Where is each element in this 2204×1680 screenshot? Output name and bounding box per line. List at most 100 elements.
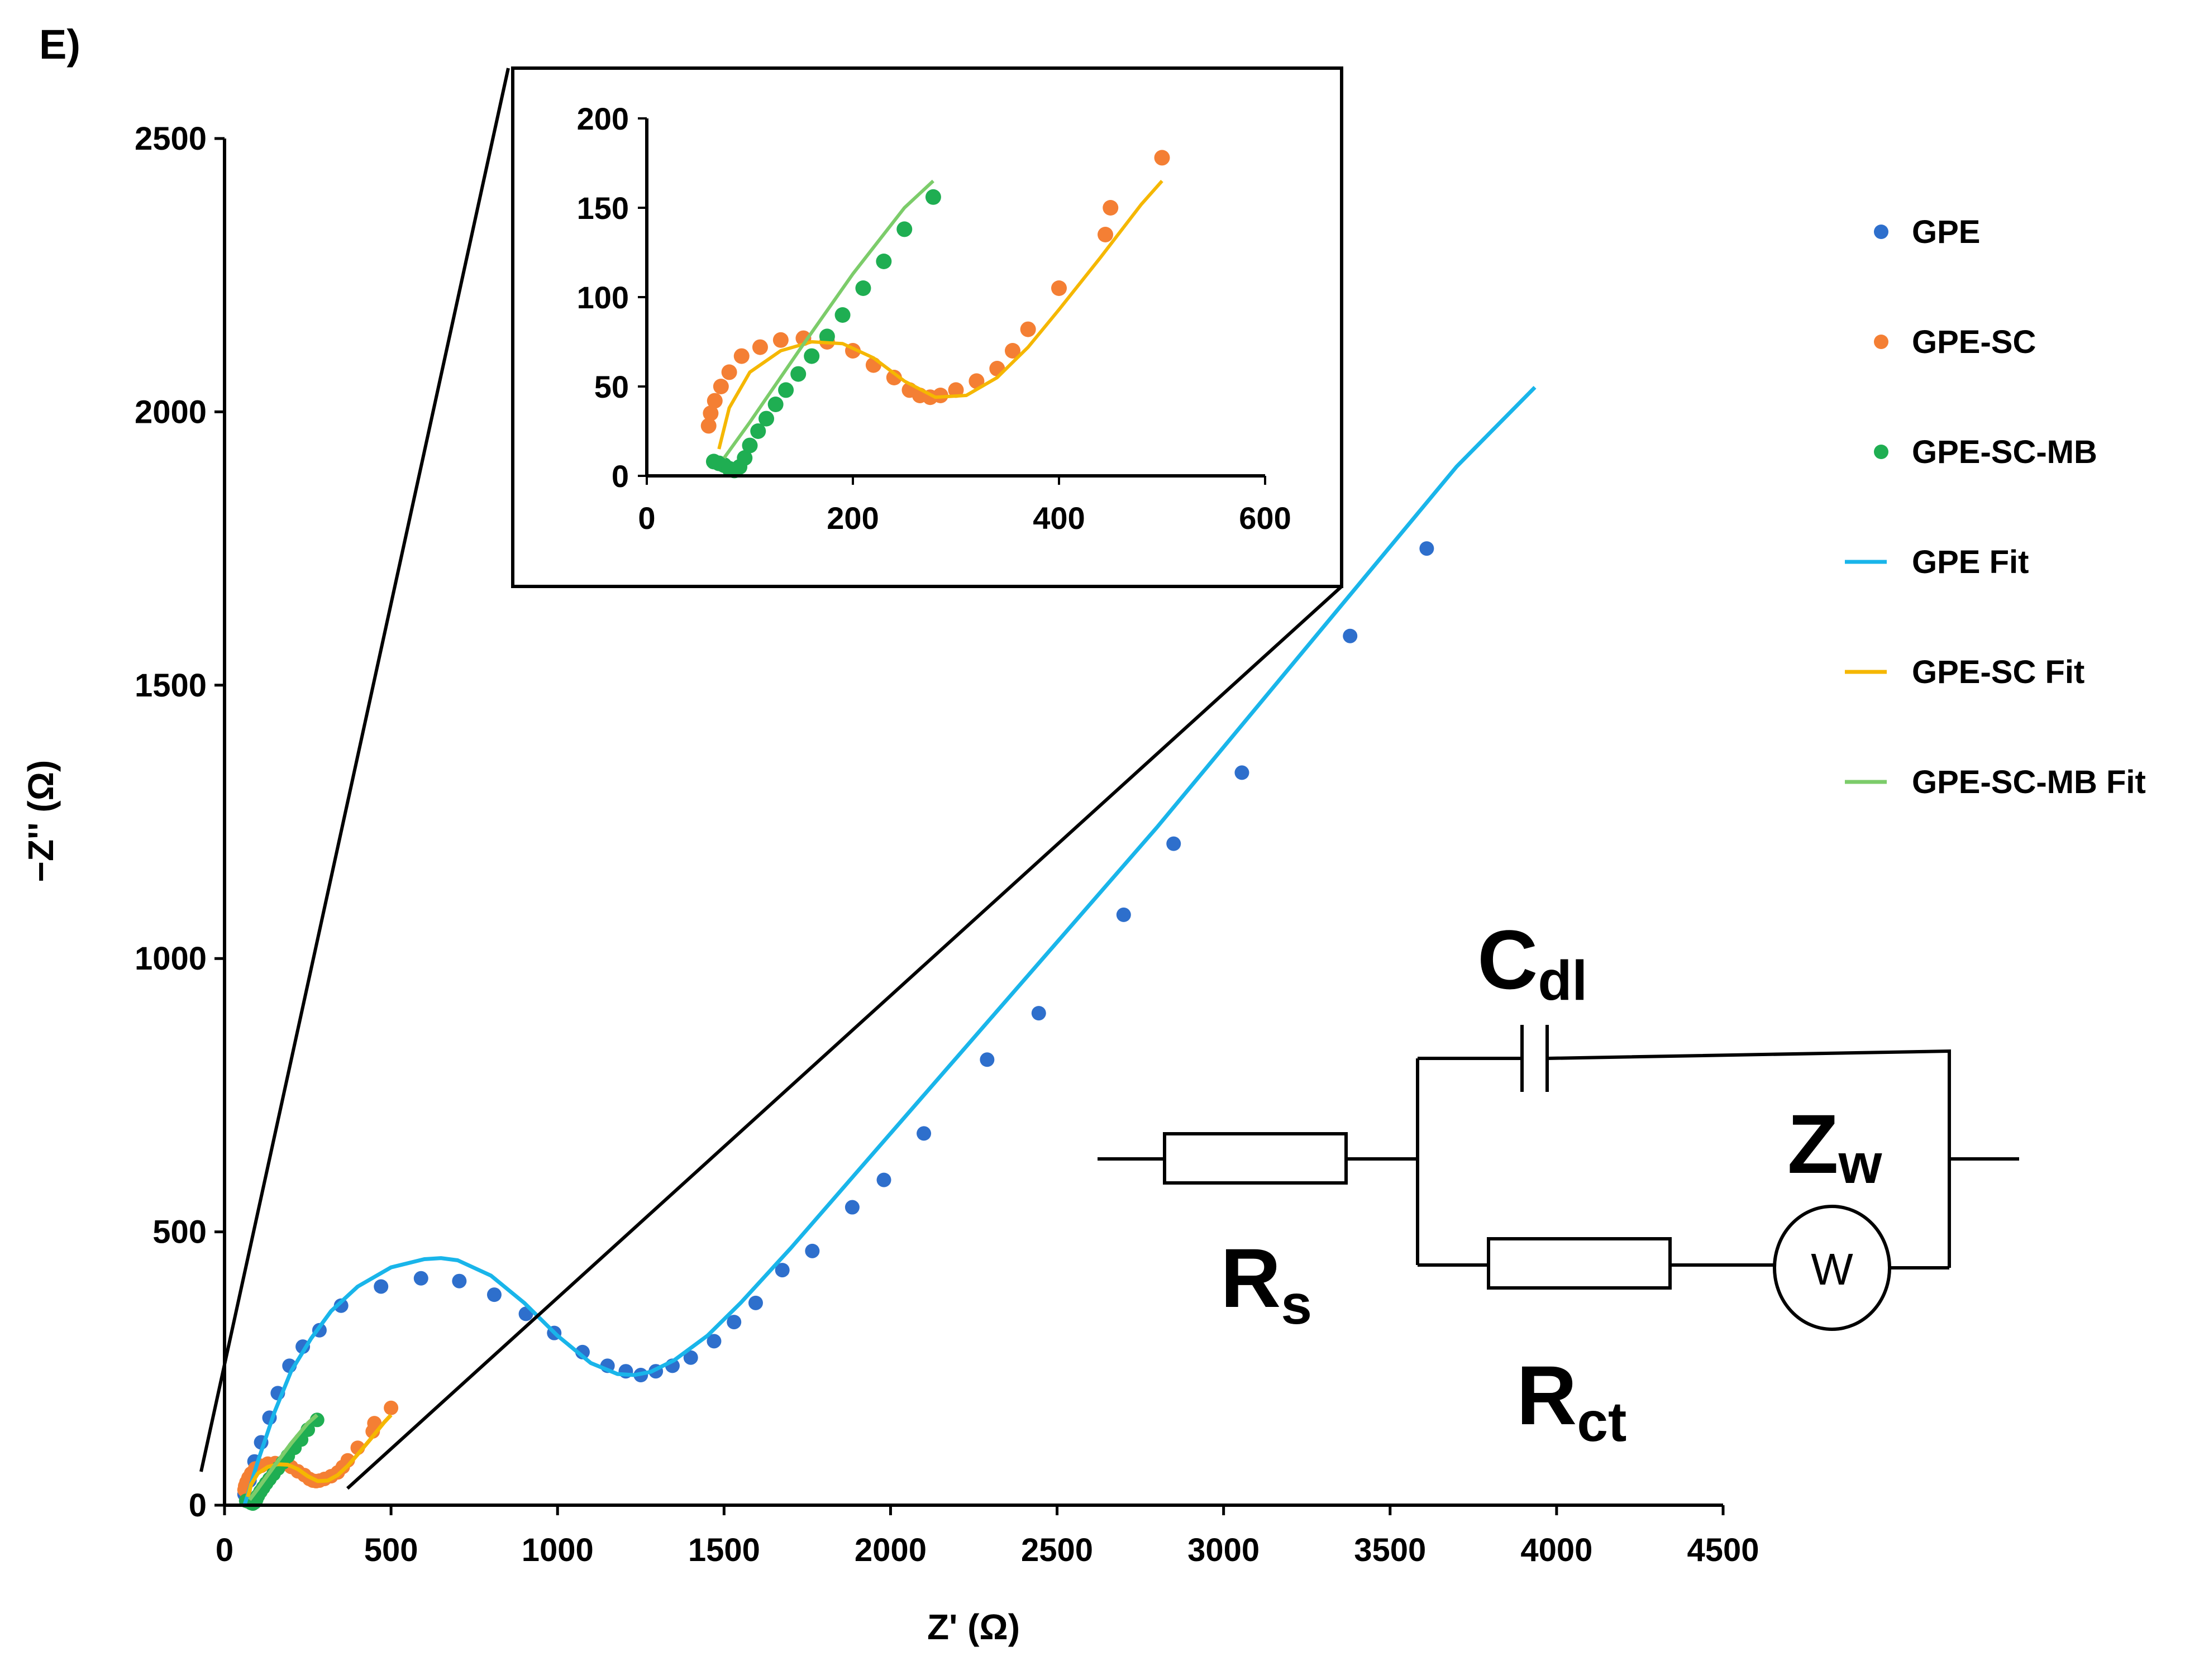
rct-label-sub: ct <box>1577 1391 1626 1453</box>
inset-y-tick-label: 0 <box>612 459 629 494</box>
gpe-point <box>413 1271 428 1286</box>
gpe-point <box>707 1334 722 1349</box>
inset-gpe-sc-mb-point <box>790 366 807 382</box>
y-tick-label: 1500 <box>135 667 207 704</box>
gpe-point <box>845 1200 860 1215</box>
gpe-sc-mb-fit-line <box>247 1413 319 1501</box>
x-tick-label: 2000 <box>855 1532 927 1568</box>
legend: GPE GPE-SC GPE-SC-MB GPE Fit GPE-SC Fit GPE-S… <box>1845 214 2146 800</box>
inset-gpe-sc-mb-point <box>876 254 892 269</box>
gpe-sc-fit-line <box>246 1414 393 1498</box>
inset-gpe-sc-mb-point <box>758 411 775 427</box>
gpe-point <box>1166 836 1181 851</box>
x-tick-label: 0 <box>216 1532 233 1568</box>
x-tick-label: 3000 <box>1187 1532 1260 1568</box>
y-tick-label: 2500 <box>135 121 207 157</box>
legend-marker-gpe <box>1874 225 1888 239</box>
gpe-sc-point <box>384 1400 399 1415</box>
inset-gpe-sc-point <box>772 332 789 348</box>
zoom-connector-left <box>199 68 510 1472</box>
gpe-point <box>1116 907 1131 922</box>
inset-gpe-sc-point <box>713 379 729 394</box>
inset-frame <box>511 66 1343 588</box>
legend-label-gpe: GPE <box>1912 214 1981 250</box>
rct-label: Rct <box>1516 1348 1626 1453</box>
cdl-label: Cdl <box>1477 913 1587 1012</box>
zw-label: Zw <box>1787 1097 1882 1195</box>
equivalent-circuit: W Cdl Zw Rs Rct <box>1098 913 2019 1453</box>
inset-gpe-sc-point <box>948 382 964 398</box>
inset-gpe-sc-point <box>1020 321 1036 337</box>
legend-marker-gpe-sc <box>1874 335 1888 349</box>
legend-label-gpe-sc-mb: GPE-SC-MB <box>1912 434 2097 470</box>
legend-label-gpe-sc-fit: GPE-SC Fit <box>1912 654 2084 690</box>
rs-label-sub: s <box>1281 1273 1312 1336</box>
x-tick-label: 3500 <box>1354 1532 1426 1568</box>
inset-fit-lines <box>717 179 1163 459</box>
inset-gpe-sc-point <box>721 364 737 380</box>
x-tick-label: 4500 <box>1687 1532 1759 1568</box>
inset-gpe-sc-mb-point <box>819 328 835 345</box>
rct-label-main: R <box>1516 1348 1577 1442</box>
inset-y-tick-label: 200 <box>577 101 629 136</box>
legend-label-gpe-sc-mb-fit: GPE-SC-MB Fit <box>1912 764 2146 800</box>
gpe-point <box>917 1126 932 1141</box>
gpe-point <box>486 1287 502 1302</box>
inset-gpe-sc-point <box>886 370 902 385</box>
cdl-wire-right <box>1547 1049 1951 1268</box>
inset-gpe-sc-mb-point <box>896 221 913 237</box>
rct-resistor <box>1487 1237 1672 1290</box>
inset-gpe-sc-fit-line <box>717 180 1163 450</box>
inset-x-tick-label: 200 <box>827 500 879 536</box>
gpe-point <box>333 1298 349 1313</box>
y-axis-title: −Z'' (Ω) <box>21 760 61 882</box>
inset-y-tick-label: 150 <box>577 190 629 226</box>
inset-gpe-sc-mb-point <box>855 280 871 296</box>
gpe-point <box>748 1295 763 1310</box>
gpe-point <box>1234 765 1249 780</box>
x-tick-label: 1000 <box>522 1532 594 1568</box>
inset-gpe-sc-point <box>703 405 719 421</box>
inset-gpe-sc-point <box>1098 227 1114 242</box>
inset-gpe-sc-mb-point <box>737 450 753 466</box>
gpe-point <box>1031 1006 1046 1021</box>
cdl-label-sub: dl <box>1538 949 1587 1012</box>
rs-label-main: R <box>1220 1231 1281 1325</box>
gpe-point <box>805 1243 820 1258</box>
main-plot: 0 500 1000 1500 2000 2500 3000 3500 4000 45000500… <box>21 121 1759 1647</box>
inset-gpe-sc-mb-point <box>804 348 820 364</box>
panel-label: E) <box>39 21 80 68</box>
inset-gpe-sc-point <box>969 373 985 389</box>
inset-plot: 0 200 400 600 0 50 100 150 200 <box>511 66 1343 588</box>
y-tick-label: 1000 <box>135 941 207 977</box>
legend-label-gpe-sc: GPE-SC <box>1912 324 2036 360</box>
x-tick-label: 500 <box>364 1532 418 1568</box>
x-tick-label: 4000 <box>1520 1532 1592 1568</box>
gpe-point <box>1343 628 1358 643</box>
inset-gpe-sc-mb-point <box>742 437 758 454</box>
gpe-point <box>1419 541 1434 556</box>
inset-gpe-sc-point <box>1004 343 1020 359</box>
zw-label-main: Z <box>1787 1097 1839 1191</box>
x-tick-label: 2500 <box>1021 1532 1093 1568</box>
inset-gpe-sc-point <box>752 339 768 355</box>
rs-resistor <box>1163 1132 1348 1185</box>
rs-label: Rs <box>1220 1231 1312 1336</box>
x-axis-title: Z' (Ω) <box>927 1607 1020 1647</box>
gpe-point <box>980 1052 995 1067</box>
inset-gpe-sc-point <box>1154 150 1170 166</box>
inset-x-tick-label: 0 <box>638 500 655 536</box>
main-fit-lines <box>242 385 1537 1506</box>
zw-label-sub: w <box>1838 1133 1882 1195</box>
inset-gpe-sc-mb-fit-line <box>722 179 934 459</box>
gpe-point <box>775 1263 790 1278</box>
inset-gpe-sc-mb-point <box>767 397 784 412</box>
inset-gpe-sc-point <box>707 393 723 409</box>
gpe-point <box>876 1172 891 1187</box>
y-tick-label: 2000 <box>135 394 207 430</box>
gpe-point <box>452 1273 467 1288</box>
inset-gpe-sc-mb-point <box>750 423 766 439</box>
inset-gpe-sc-point <box>1103 200 1119 216</box>
inset-ticks: 0 200 400 600 0 50 100 150 200 <box>577 101 1291 536</box>
